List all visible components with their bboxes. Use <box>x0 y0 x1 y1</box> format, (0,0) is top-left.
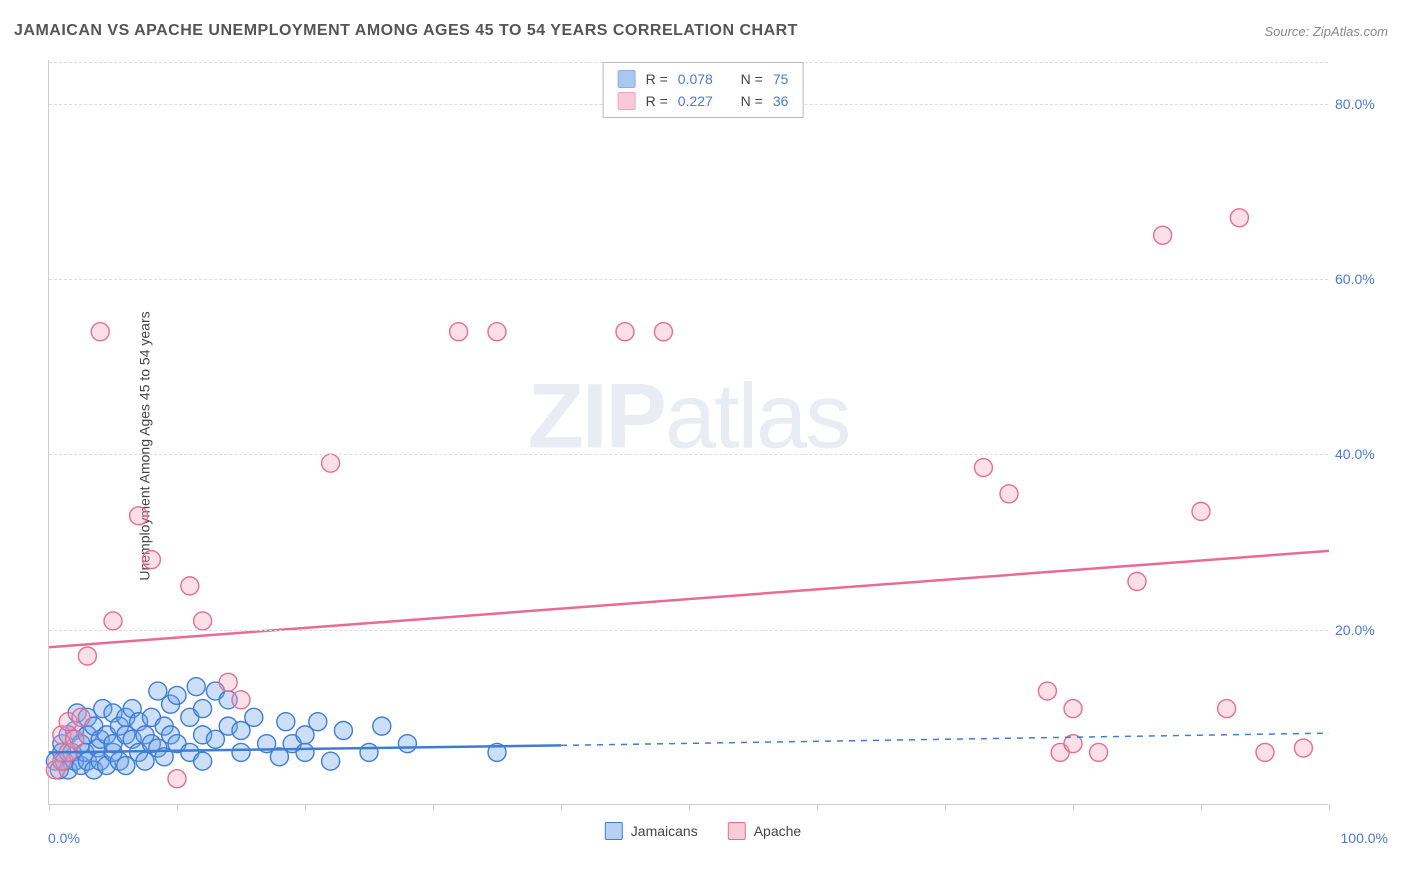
x-tick <box>561 804 562 810</box>
data-point <box>168 770 186 788</box>
data-point <box>168 686 186 704</box>
y-tick-label: 80.0% <box>1335 96 1390 112</box>
data-point <box>974 459 992 477</box>
data-point <box>322 454 340 472</box>
x-axis-min-label: 0.0% <box>48 830 80 846</box>
data-point <box>309 713 327 731</box>
trend-line-dashed <box>561 733 1329 745</box>
correlation-legend: R = 0.078 N = 75 R = 0.227 N = 36 <box>603 62 804 118</box>
x-tick <box>49 804 50 810</box>
data-point <box>142 551 160 569</box>
legend-item: Jamaicans <box>605 822 698 840</box>
legend-label: Jamaicans <box>631 823 698 839</box>
data-point <box>66 730 84 748</box>
data-point <box>194 752 212 770</box>
x-tick <box>305 804 306 810</box>
x-tick <box>1201 804 1202 810</box>
y-tick-label: 60.0% <box>1335 271 1390 287</box>
x-tick <box>1329 804 1330 810</box>
data-point <box>1218 700 1236 718</box>
x-tick <box>433 804 434 810</box>
stat-r-value: 0.078 <box>678 71 713 87</box>
data-point <box>1128 573 1146 591</box>
chart-title: JAMAICAN VS APACHE UNEMPLOYMENT AMONG AG… <box>14 22 798 40</box>
gridline <box>49 279 1328 280</box>
data-point <box>1090 743 1108 761</box>
data-point <box>72 708 90 726</box>
x-tick <box>177 804 178 810</box>
data-point <box>232 691 250 709</box>
stat-n-label: N = <box>741 93 763 109</box>
gridline <box>49 454 1328 455</box>
data-point <box>91 323 109 341</box>
gridline <box>49 630 1328 631</box>
data-point <box>194 700 212 718</box>
x-tick <box>945 804 946 810</box>
data-point <box>245 708 263 726</box>
data-point <box>277 713 295 731</box>
data-point <box>1000 485 1018 503</box>
data-point <box>104 612 122 630</box>
legend-stat-row: R = 0.078 N = 75 <box>618 68 789 90</box>
scatter-svg <box>49 60 1328 804</box>
stat-n-value: 36 <box>773 93 789 109</box>
data-point <box>322 752 340 770</box>
legend-stat-row: R = 0.227 N = 36 <box>618 90 789 112</box>
data-point <box>616 323 634 341</box>
x-tick <box>817 804 818 810</box>
stat-n-label: N = <box>741 71 763 87</box>
data-point <box>1064 700 1082 718</box>
legend-label: Apache <box>754 823 801 839</box>
data-point <box>450 323 468 341</box>
data-point <box>187 678 205 696</box>
data-point <box>1154 226 1172 244</box>
x-tick <box>689 804 690 810</box>
data-point <box>194 612 212 630</box>
plot-area: ZIPatlas 20.0%40.0%60.0%80.0% <box>48 60 1328 805</box>
data-point <box>1038 682 1056 700</box>
legend-swatch <box>618 70 636 88</box>
data-point <box>296 743 314 761</box>
data-point <box>654 323 672 341</box>
data-point <box>334 722 352 740</box>
data-point <box>232 743 250 761</box>
stat-r-label: R = <box>646 71 668 87</box>
y-tick-label: 20.0% <box>1335 622 1390 638</box>
legend-swatch <box>605 822 623 840</box>
data-point <box>360 743 378 761</box>
data-point <box>1294 739 1312 757</box>
data-point <box>1230 209 1248 227</box>
stat-r-label: R = <box>646 93 668 109</box>
data-point <box>78 647 96 665</box>
stat-r-value: 0.227 <box>678 93 713 109</box>
source-attribution: Source: ZipAtlas.com <box>1264 24 1388 39</box>
y-tick-label: 40.0% <box>1335 446 1390 462</box>
data-point <box>373 717 391 735</box>
legend-item: Apache <box>728 822 801 840</box>
series-legend: Jamaicans Apache <box>605 822 801 840</box>
legend-swatch <box>728 822 746 840</box>
data-point <box>398 735 416 753</box>
x-axis-max-label: 100.0% <box>1341 830 1388 846</box>
data-point <box>488 323 506 341</box>
data-point <box>1192 502 1210 520</box>
data-point <box>219 673 237 691</box>
legend-swatch <box>618 92 636 110</box>
data-point <box>181 577 199 595</box>
x-tick <box>1073 804 1074 810</box>
stat-n-value: 75 <box>773 71 789 87</box>
trend-line-solid <box>49 551 1329 647</box>
data-point <box>1256 743 1274 761</box>
data-point <box>130 507 148 525</box>
